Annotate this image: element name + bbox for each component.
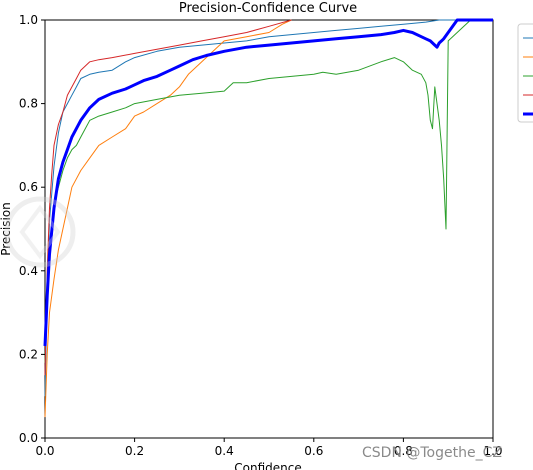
y-tick-label: 0.8 — [19, 97, 38, 111]
y-tick-label: 1.0 — [19, 13, 38, 27]
x-axis-label: Confidence — [234, 461, 301, 470]
series-line-5 — [43, 18, 493, 347]
x-tick-label: 0.0 — [35, 444, 54, 458]
legend-entries — [523, 37, 533, 116]
series-line-4 — [44, 19, 292, 376]
x-tick-label: 1.0 — [483, 444, 502, 458]
series-layer — [43, 18, 493, 418]
y-tick-label: 0.0 — [19, 431, 38, 445]
x-tick-label: 0.6 — [304, 444, 323, 458]
legend-box — [517, 23, 533, 123]
series-line-2 — [44, 19, 292, 418]
series-line-3 — [44, 19, 493, 363]
chart-title: Precision-Confidence Curve — [179, 1, 357, 16]
y-axis-ticks: 0.0 0.2 0.4 0.6 0.8 1.0 — [19, 13, 45, 445]
x-axis-ticks: 0.0 0.2 0.4 0.6 0.8 1.0 — [35, 438, 503, 458]
plot-area: 0.0 0.2 0.4 0.6 0.8 1.0 0.0 0.2 0.4 0.6 0.8 1.0 — [19, 13, 503, 458]
y-tick-label: 0.6 — [19, 180, 38, 194]
y-axis-label: Precision — [0, 202, 13, 256]
legend — [517, 23, 533, 123]
watermark-logo — [4, 196, 76, 268]
x-tick-label: 0.8 — [394, 444, 413, 458]
y-tick-label: 0.2 — [19, 347, 38, 361]
watermark-text: CSDN @Togethe_CZ — [362, 445, 502, 461]
x-tick-label: 0.2 — [125, 444, 144, 458]
y-tick-label: 0.4 — [19, 264, 38, 278]
x-tick-label: 0.4 — [215, 444, 234, 458]
